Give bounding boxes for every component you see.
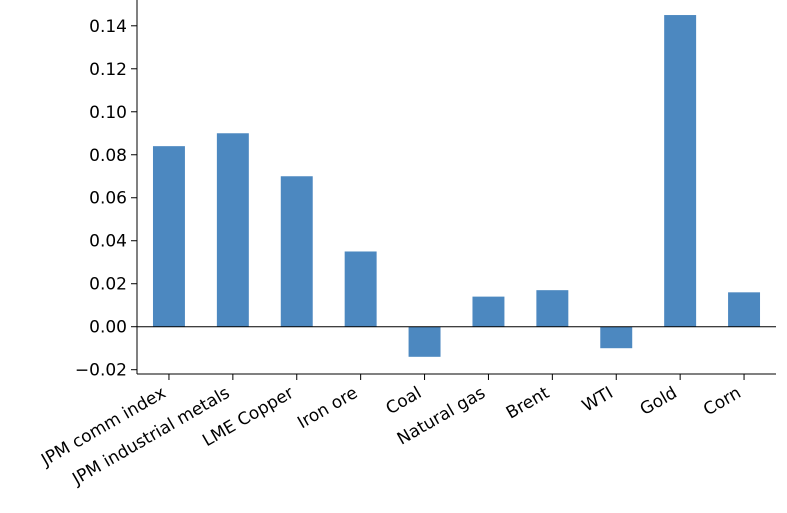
y-tick-label: −0.02 (75, 361, 127, 381)
x-tick-label: Brent (503, 383, 553, 424)
bar (344, 251, 377, 327)
bar (472, 296, 505, 327)
bar (728, 292, 761, 327)
x-tick-label: Iron ore (294, 383, 361, 433)
bars (152, 15, 761, 357)
bar (408, 326, 441, 357)
x-tick-label: WTI (579, 383, 617, 416)
bar (536, 290, 569, 327)
bar (280, 176, 313, 327)
bar (600, 326, 633, 349)
y-tick-label: 0.14 (89, 17, 127, 37)
bar (664, 15, 697, 327)
y-tick-label: 0.08 (89, 146, 127, 166)
y-tick-label: 0.06 (89, 189, 127, 209)
x-tick-label: Coal (383, 383, 425, 419)
y-tick-label: 0.00 (89, 318, 127, 338)
y-tick-label: 0.12 (89, 60, 127, 80)
y-axis-ticks: −0.02 0.00 0.02 0.04 0.06 0.08 0.10 0.12 0.14 (75, 17, 137, 381)
y-tick-label: 0.10 (89, 103, 127, 123)
y-tick-label: 0.02 (89, 275, 127, 295)
y-tick-label: 0.04 (89, 232, 127, 252)
bar (216, 133, 249, 327)
x-tick-label: Gold (637, 383, 681, 420)
bar (152, 146, 185, 327)
x-tick-label: Corn (700, 383, 744, 420)
